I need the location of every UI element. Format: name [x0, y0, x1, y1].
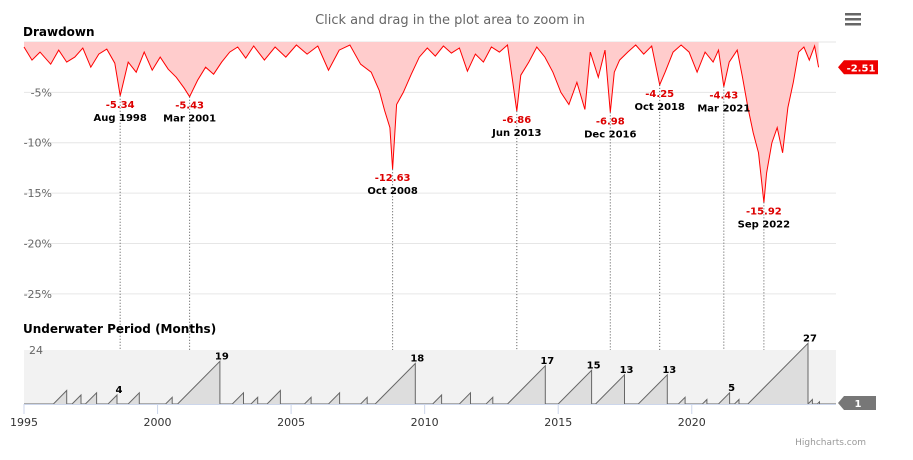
drawdown-value-label: -15.92 — [746, 206, 782, 217]
drawdown-y-tick-label: -10% — [24, 137, 52, 150]
x-tick-label: 1995 — [10, 416, 38, 429]
drawdown-date-label: Mar 2021 — [697, 104, 750, 115]
underwater-period-label: 27 — [803, 333, 817, 344]
underwater-current-flag: 1 — [838, 396, 876, 410]
x-tick-label: 2005 — [277, 416, 305, 429]
drawdown-value-label: -12.63 — [375, 173, 411, 184]
underwater-title: Underwater Period (Months) — [23, 322, 216, 336]
drawdown-series[interactable] — [23, 42, 820, 203]
drawdown-value-label: -4.43 — [709, 91, 738, 102]
underwater-period-label: 17 — [540, 356, 554, 367]
x-tick-label: 2010 — [411, 416, 439, 429]
underwater-period-label: 18 — [410, 354, 424, 365]
drawdown-value-label: -6.98 — [596, 116, 625, 127]
drawdown-y-tick-label: -5% — [31, 86, 52, 99]
underwater-period-label: 13 — [662, 365, 676, 376]
drawdown-date-label: Jun 2013 — [491, 128, 541, 139]
drawdown-y-axis: -5% -10% -15% -20% -25% — [24, 86, 52, 300]
drawdown-value-label: -6.86 — [502, 115, 531, 126]
drawdown-current-flag-shape — [838, 60, 878, 75]
x-tick-label: 2020 — [678, 416, 706, 429]
drawdown-y-tick-label: -25% — [24, 288, 52, 301]
drawdown-date-label: Oct 2018 — [634, 102, 685, 113]
drawdown-date-label: Aug 1998 — [93, 113, 146, 124]
x-axis: 1995 2000 2005 2010 2015 2020 — [10, 404, 706, 429]
drawdown-current-flag-label: -2.51 — [847, 63, 876, 74]
drawdown-y-tick-label: -15% — [24, 187, 52, 200]
drawdown-current-flag: -2.51 — [838, 60, 878, 75]
underwater-labels: 4 19 18 17 15 13 13 5 27 — [116, 333, 817, 396]
x-tick-label: 2000 — [144, 416, 172, 429]
drawdown-date-label: Mar 2001 — [163, 114, 216, 125]
drawdown-title: Drawdown — [23, 25, 95, 39]
underwater-period-label: 13 — [620, 365, 634, 376]
drawdown-y-tick-label: -20% — [24, 237, 52, 250]
x-tick-label: 2015 — [544, 416, 572, 429]
drawdown-annotations: -5.34 Aug 1998 -5.43 Mar 2001 -12.63 Oct 2008… — [93, 84, 790, 404]
underwater-period-label: 4 — [116, 385, 123, 396]
underwater-current-flag-label: 1 — [855, 399, 862, 410]
highcharts-credit[interactable]: Highcharts.com — [795, 438, 866, 448]
drawdown-date-label: Sep 2022 — [738, 219, 790, 230]
drawdown-value-label: -4.25 — [645, 89, 674, 100]
underwater-period-label: 15 — [587, 360, 601, 371]
underwater-current-flag-shape — [838, 396, 876, 410]
underwater-period-label: 5 — [728, 383, 735, 394]
underwater-series[interactable] — [24, 342, 836, 406]
underwater-y-axis: 24 — [29, 344, 43, 357]
hamburger-menu-icon[interactable] — [838, 8, 868, 30]
underwater-y-tick-label: 24 — [29, 344, 43, 357]
underwater-period-label: 19 — [215, 351, 229, 362]
zoom-hint: Click and drag in the plot area to zoom … — [315, 13, 585, 28]
drawdown-line — [23, 44, 820, 203]
drawdown-date-label: Oct 2008 — [367, 186, 418, 197]
drawdown-value-label: -5.34 — [106, 100, 135, 111]
underwater-plot-background — [24, 350, 836, 404]
drawdown-date-label: Dec 2016 — [584, 129, 636, 140]
drawdown-value-label: -5.43 — [175, 101, 204, 112]
